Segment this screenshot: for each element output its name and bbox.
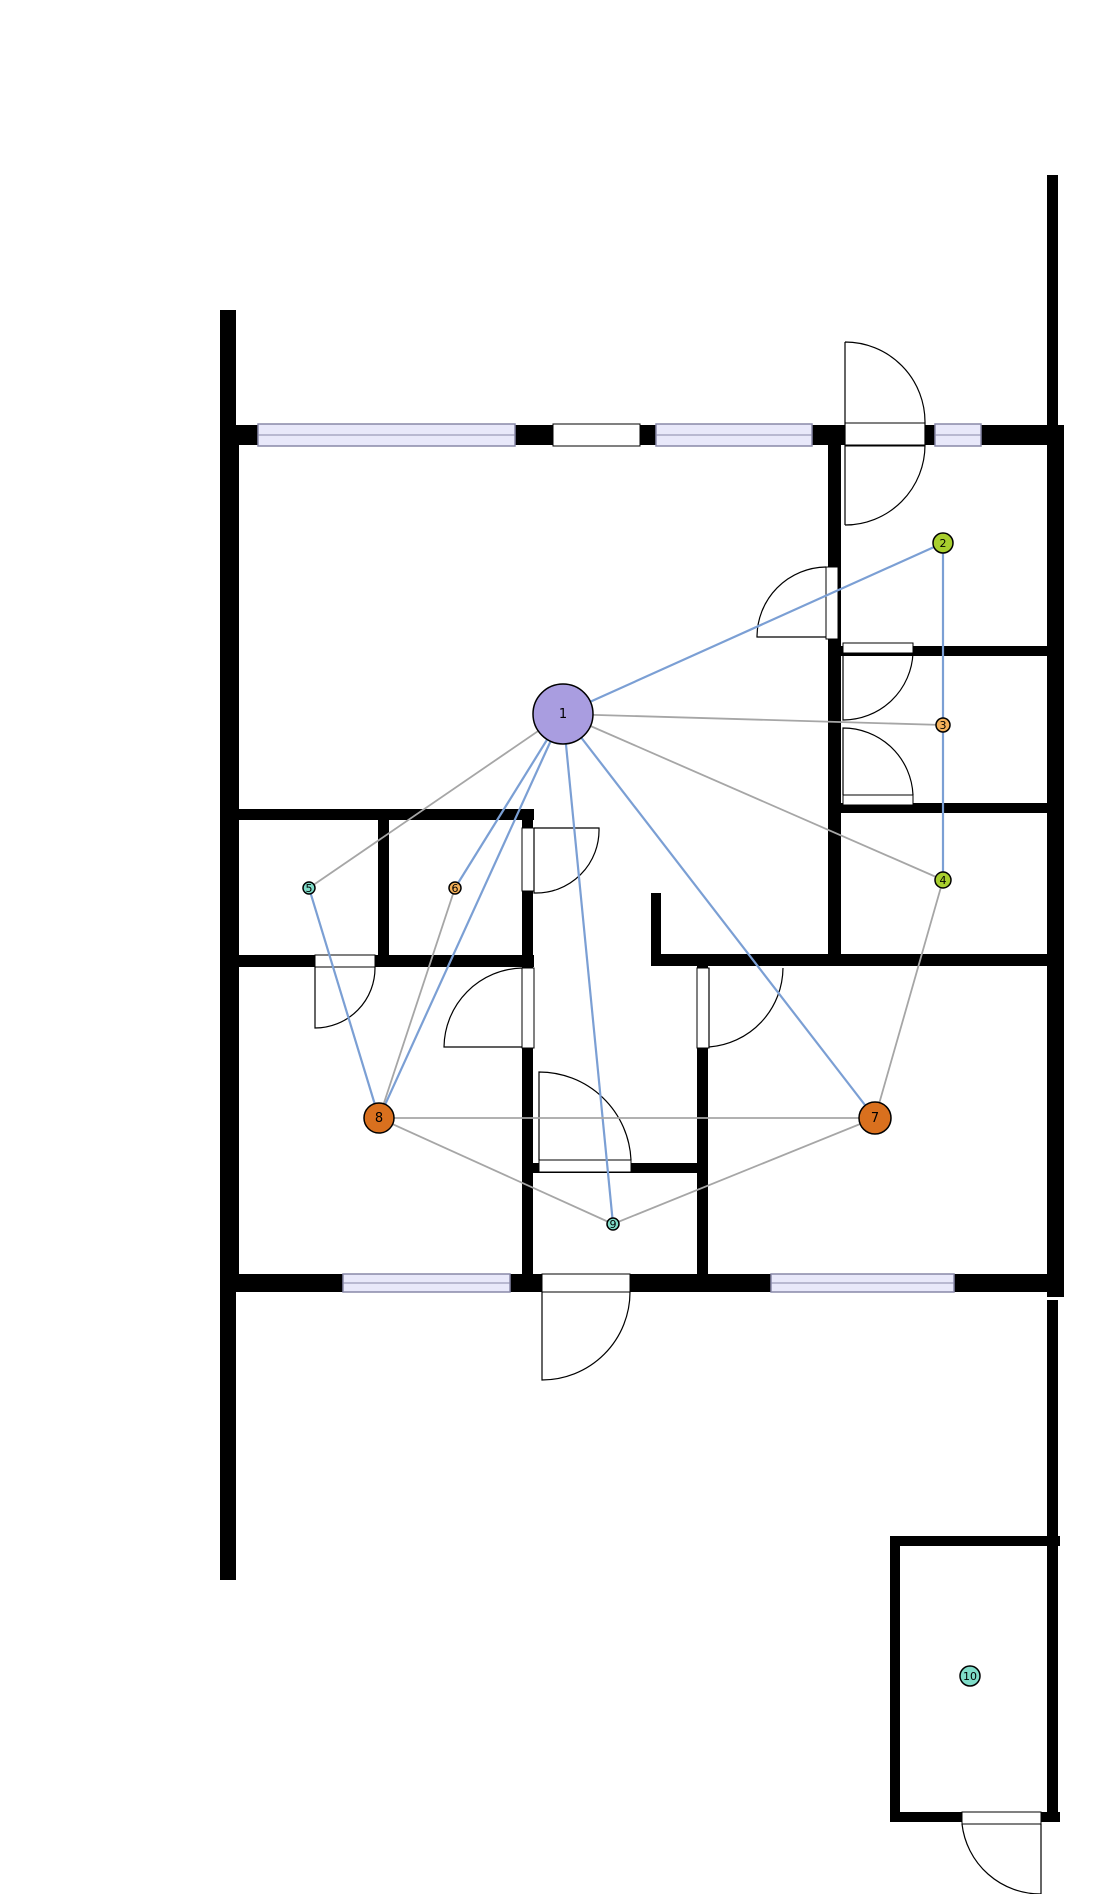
node-7: 7 xyxy=(858,1101,892,1135)
door-swing-arc xyxy=(541,1291,631,1381)
door-swing-arc xyxy=(844,341,926,526)
door-swing-arc xyxy=(314,966,376,1029)
door-leaf xyxy=(842,794,914,806)
door-leaf xyxy=(538,1159,632,1173)
door-leaf xyxy=(842,642,914,654)
edge-9-7 xyxy=(612,1117,876,1225)
node-label: 3 xyxy=(940,719,947,732)
wall-segment xyxy=(1047,175,1058,430)
wall-segment xyxy=(378,809,389,967)
edge-1-4 xyxy=(562,713,944,881)
node-label: 4 xyxy=(940,874,947,887)
door-leaf xyxy=(541,1273,631,1293)
node-label: 2 xyxy=(940,537,947,550)
node-circle xyxy=(959,1665,981,1687)
node-label: 5 xyxy=(306,882,313,895)
node-label: 10 xyxy=(963,1670,977,1683)
graph-nodes: 1 2 3 4 5 6 7 8 9 10 xyxy=(302,532,981,1687)
door-leaf xyxy=(521,827,535,892)
node-circle xyxy=(606,1217,620,1231)
node-circle xyxy=(448,881,462,895)
doors xyxy=(314,341,1042,1895)
edge-1-8 xyxy=(377,713,565,1119)
door-swing-arc xyxy=(708,967,784,1048)
wall-segment xyxy=(828,445,841,955)
node-1: 1 xyxy=(532,683,594,745)
edge-1-3 xyxy=(562,713,944,726)
walls xyxy=(220,175,1064,1822)
wall-segment xyxy=(890,1536,1060,1546)
node-circle xyxy=(934,871,952,889)
windows xyxy=(257,423,982,1293)
door-leaf xyxy=(696,967,710,1049)
edge-1-7 xyxy=(562,713,876,1119)
node-8: 8 xyxy=(363,1102,395,1134)
edge-1-5 xyxy=(308,713,564,889)
graph-edges xyxy=(307,541,945,1225)
node-circle xyxy=(532,683,594,745)
edge-1-6 xyxy=(454,713,564,889)
wall-opening xyxy=(552,423,641,447)
node-6: 6 xyxy=(448,881,462,895)
node-circle xyxy=(935,717,951,733)
door-swing-arc xyxy=(538,1071,632,1161)
door-swing-arc xyxy=(756,566,827,638)
wall-segment xyxy=(651,893,661,963)
node-label: 8 xyxy=(375,1111,383,1126)
door-swing-arc xyxy=(443,967,523,1048)
node-label: 6 xyxy=(452,882,459,895)
door-swing-arc xyxy=(961,1823,1042,1895)
node-5: 5 xyxy=(302,881,316,895)
wall-segment xyxy=(223,428,239,1283)
door-swing-arc xyxy=(842,652,914,721)
node-label: 9 xyxy=(610,1218,617,1231)
node-3: 3 xyxy=(935,717,951,733)
edge-8-9 xyxy=(378,1117,614,1225)
wall-corner xyxy=(220,425,242,445)
wall-segment xyxy=(890,1536,900,1818)
wall-segment xyxy=(651,954,1061,966)
node-4: 4 xyxy=(934,871,952,889)
wall-segment xyxy=(1047,1300,1058,1550)
edge-5-8 xyxy=(307,887,381,1119)
edge-1-2 xyxy=(562,541,944,716)
door-leaf xyxy=(961,1811,1042,1825)
door-leaf xyxy=(825,566,839,640)
edge-1-9 xyxy=(561,713,615,1225)
door-leaf xyxy=(314,954,376,968)
wall-segment xyxy=(1047,425,1064,1297)
wall-segment xyxy=(1047,1536,1058,1821)
node-2: 2 xyxy=(932,532,954,554)
node-9: 9 xyxy=(606,1217,620,1231)
node-circle xyxy=(363,1102,395,1134)
node-label: 7 xyxy=(871,1111,879,1126)
door-leaf xyxy=(844,422,926,446)
wall-corner xyxy=(1042,425,1064,445)
node-10: 10 xyxy=(959,1665,981,1687)
door-leaf xyxy=(521,967,535,1049)
door-swing-arc xyxy=(533,827,600,894)
edge-6-8 xyxy=(378,887,456,1119)
node-circle xyxy=(858,1101,892,1135)
node-circle xyxy=(302,881,316,895)
door-swing-arc xyxy=(842,727,914,796)
wall-segment xyxy=(522,809,533,1291)
node-circle xyxy=(932,532,954,554)
node-label: 1 xyxy=(559,707,567,722)
edge-4-7 xyxy=(874,879,944,1119)
wall-segment xyxy=(697,960,708,1290)
